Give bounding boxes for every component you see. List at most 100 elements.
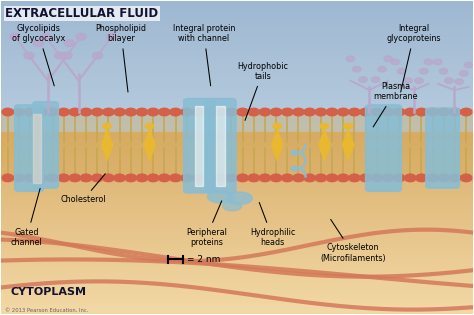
Bar	[0, 203, 474, 205]
Bar	[0, 255, 474, 257]
Circle shape	[434, 59, 442, 65]
FancyBboxPatch shape	[33, 102, 58, 188]
Circle shape	[393, 174, 405, 182]
Bar	[0, 53, 474, 55]
Bar	[0, 300, 474, 303]
Bar	[0, 239, 474, 242]
Bar	[0, 71, 474, 73]
Bar	[0, 51, 474, 53]
Circle shape	[107, 33, 117, 40]
Bar	[0, 0, 474, 2]
Text: Glycolipids
of glycocalyx: Glycolipids of glycocalyx	[12, 24, 65, 86]
Bar	[0, 94, 474, 96]
Bar	[0, 122, 474, 124]
Bar	[0, 178, 474, 180]
Bar	[0, 17, 474, 19]
Circle shape	[91, 174, 103, 182]
Bar	[0, 230, 474, 232]
Circle shape	[76, 33, 86, 40]
Circle shape	[360, 174, 371, 182]
Circle shape	[461, 108, 472, 116]
Circle shape	[226, 108, 237, 116]
Circle shape	[439, 68, 447, 74]
Circle shape	[344, 123, 352, 129]
Text: CYTOPLASM: CYTOPLASM	[10, 287, 86, 297]
Circle shape	[137, 108, 147, 116]
Bar	[0, 70, 474, 72]
Bar	[0, 284, 474, 287]
Bar	[0, 173, 474, 175]
Circle shape	[226, 174, 237, 182]
Circle shape	[81, 174, 92, 182]
Circle shape	[159, 108, 170, 116]
Circle shape	[192, 108, 203, 116]
Circle shape	[259, 174, 271, 182]
Bar	[0, 116, 474, 117]
Bar	[0, 30, 474, 32]
Bar	[0, 86, 474, 88]
Bar	[0, 47, 474, 49]
Polygon shape	[342, 129, 354, 161]
Bar	[0, 171, 474, 173]
Bar	[0, 146, 474, 148]
Circle shape	[327, 174, 337, 182]
Bar	[0, 137, 474, 139]
Bar	[0, 271, 474, 273]
Bar	[0, 112, 474, 114]
Bar	[0, 162, 474, 164]
Circle shape	[92, 52, 103, 59]
Ellipse shape	[227, 192, 252, 204]
Bar	[0, 221, 474, 223]
Bar	[0, 14, 474, 15]
Bar	[0, 74, 474, 77]
Circle shape	[382, 108, 393, 116]
Circle shape	[382, 174, 393, 182]
Circle shape	[360, 108, 371, 116]
Circle shape	[146, 123, 154, 129]
Circle shape	[372, 77, 380, 83]
Bar	[0, 111, 474, 113]
Bar	[0, 196, 474, 198]
Circle shape	[13, 108, 25, 116]
Bar	[0, 169, 474, 171]
Circle shape	[293, 108, 304, 116]
Circle shape	[455, 79, 464, 84]
Circle shape	[114, 108, 125, 116]
Bar	[0, 266, 474, 269]
Circle shape	[416, 108, 427, 116]
Circle shape	[170, 108, 181, 116]
Text: Phospholipid
bilayer: Phospholipid bilayer	[96, 24, 147, 92]
Bar	[0, 19, 474, 20]
Circle shape	[438, 174, 449, 182]
Text: Plasma
membrane: Plasma membrane	[373, 82, 418, 127]
Bar	[0, 200, 474, 203]
Circle shape	[248, 174, 259, 182]
Circle shape	[62, 52, 72, 59]
Bar	[0, 164, 474, 167]
Bar	[0, 182, 474, 185]
Circle shape	[391, 59, 400, 65]
Bar	[0, 152, 474, 155]
Circle shape	[359, 77, 367, 83]
Circle shape	[282, 174, 293, 182]
FancyBboxPatch shape	[365, 105, 401, 192]
Bar	[0, 143, 474, 146]
Circle shape	[424, 59, 433, 65]
Bar	[0, 155, 474, 158]
Circle shape	[327, 108, 337, 116]
Circle shape	[103, 174, 114, 182]
Circle shape	[371, 108, 383, 116]
Bar	[0, 93, 474, 94]
Bar	[0, 78, 474, 80]
Bar	[0, 20, 474, 22]
Circle shape	[64, 40, 74, 47]
Bar	[0, 45, 474, 47]
Bar	[0, 159, 474, 162]
Bar	[0, 141, 474, 144]
Bar	[0, 15, 474, 17]
Bar	[0, 66, 474, 68]
Bar	[0, 91, 474, 93]
Circle shape	[337, 174, 349, 182]
Bar	[0, 2, 474, 4]
Circle shape	[349, 174, 360, 182]
